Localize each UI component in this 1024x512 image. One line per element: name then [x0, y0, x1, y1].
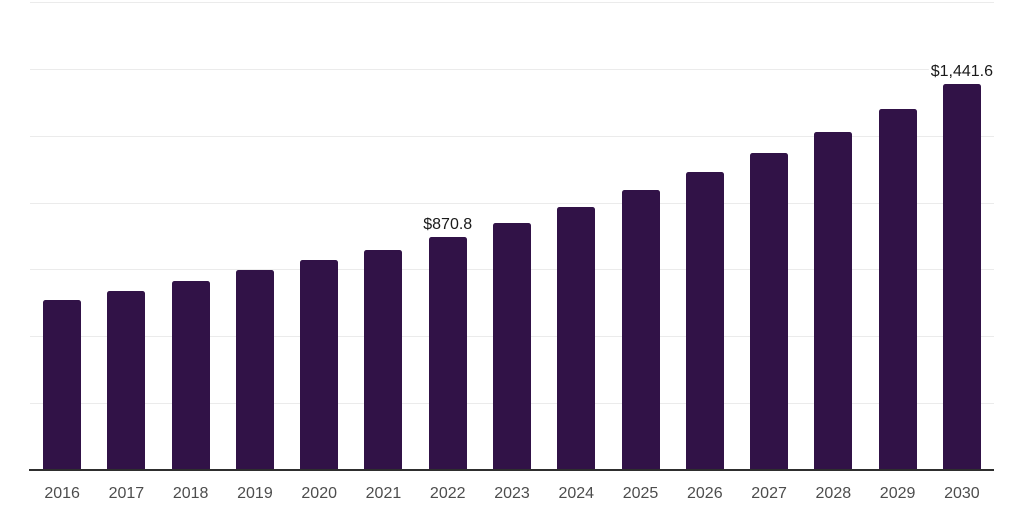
bar-2021[interactable]	[364, 250, 403, 470]
gridline-1500	[30, 68, 994, 70]
x-tick-label-2026: 2026	[687, 485, 723, 502]
bar-2027[interactable]	[750, 153, 789, 470]
bar-2016[interactable]	[43, 299, 82, 470]
x-tick-label-2028: 2028	[815, 485, 852, 502]
gridline-1000	[30, 202, 994, 204]
bar-2025[interactable]	[621, 190, 660, 470]
gridline-1250	[30, 135, 994, 137]
x-tick-label-2021: 2021	[365, 485, 402, 502]
x-tick-label-2030: 2030	[944, 485, 980, 502]
bar-2028[interactable]	[814, 132, 853, 470]
bar-2022[interactable]	[428, 237, 467, 470]
x-tick-label-2016: 2016	[44, 485, 80, 502]
x-tick-label-2019: 2019	[237, 485, 273, 502]
bar-2017[interactable]	[107, 291, 146, 470]
bar-2020[interactable]	[300, 259, 339, 470]
bar-2026[interactable]	[685, 172, 724, 470]
x-axis-line	[29, 469, 994, 471]
bar-2019[interactable]	[235, 270, 274, 470]
data-label-2030: $1,441.6	[928, 62, 995, 81]
x-tick-label-2025: 2025	[622, 485, 659, 502]
x-tick-label-2023: 2023	[494, 485, 530, 502]
data-label-2022: $870.8	[421, 215, 475, 234]
x-tick-label-2027: 2027	[751, 485, 787, 502]
bar-2023[interactable]	[493, 223, 531, 470]
x-tick-label-2024: 2024	[558, 485, 595, 502]
bar-2030[interactable]	[942, 84, 981, 470]
x-tick-label-2022: 2022	[429, 485, 466, 502]
bar-2024[interactable]	[557, 207, 596, 470]
x-tick-label-2020: 2020	[301, 485, 337, 502]
x-tick-label-2029: 2029	[879, 485, 916, 502]
x-tick-label-2018: 2018	[172, 485, 209, 502]
gridline-1750	[30, 2, 994, 3]
bar-2018[interactable]	[171, 281, 210, 470]
bar-2029[interactable]	[878, 109, 917, 470]
x-tick-label-2017: 2017	[108, 485, 145, 502]
